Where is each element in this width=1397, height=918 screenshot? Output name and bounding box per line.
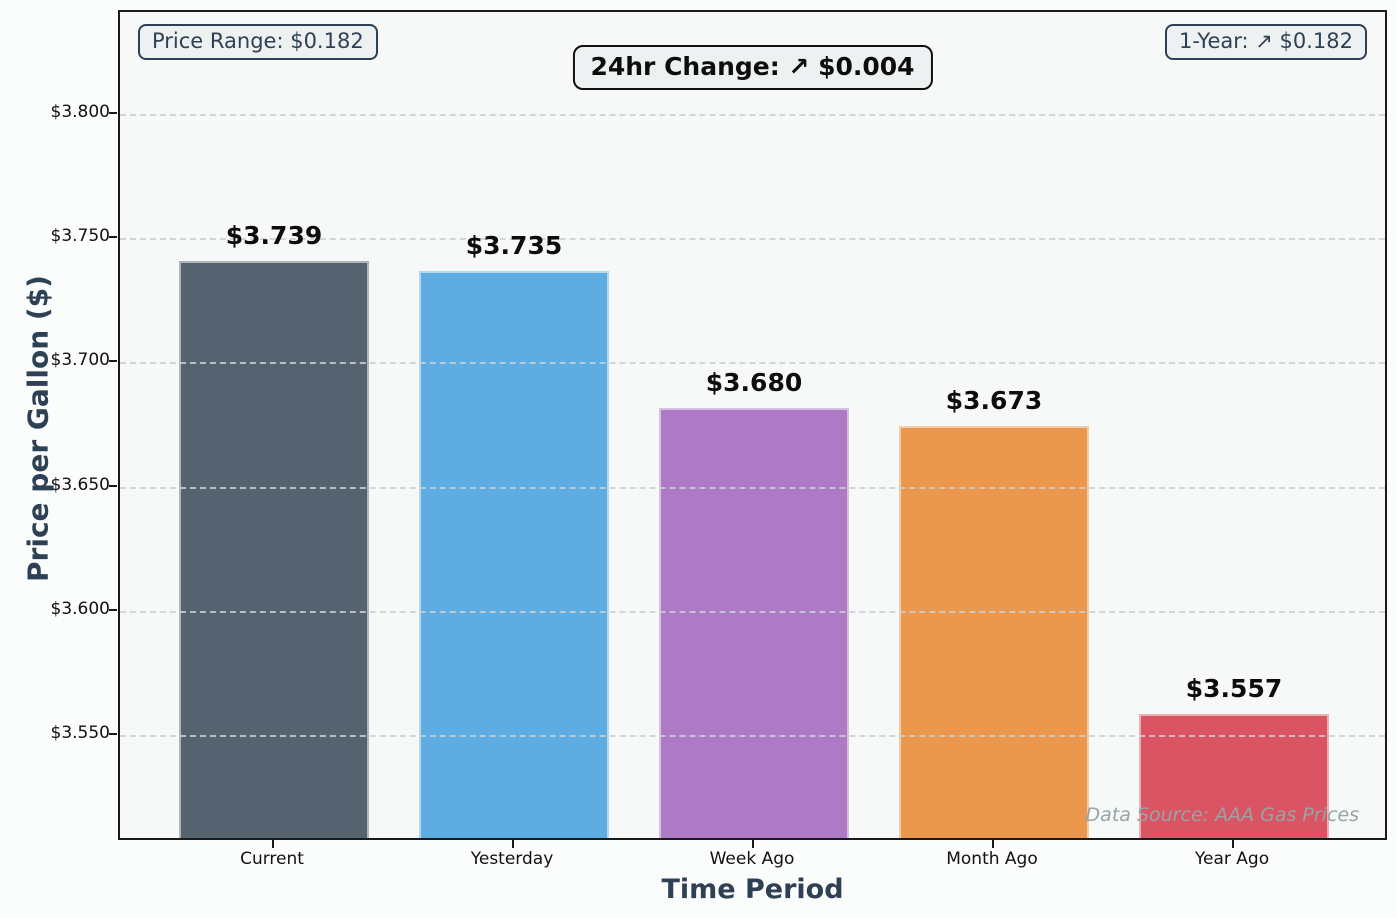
- bar-current: [179, 261, 369, 838]
- bar-year-ago: [1139, 713, 1329, 838]
- y-tick-label: $3.650: [50, 474, 110, 495]
- bar-value-label: $3.673: [945, 385, 1043, 415]
- x-tick-mark: [992, 840, 994, 848]
- x-tick-label: Yesterday: [470, 849, 554, 869]
- x-tick-label: Week Ago: [709, 849, 795, 869]
- x-axis-label: Time Period: [661, 874, 844, 905]
- bar-value-label: $3.739: [225, 221, 323, 251]
- gridline: [120, 735, 1385, 738]
- y-tick-label: $3.750: [50, 226, 110, 247]
- x-tick-mark: [512, 840, 514, 848]
- y-tick-label: $3.600: [50, 598, 110, 619]
- x-tick-mark: [752, 840, 754, 848]
- x-tick-mark: [1232, 840, 1234, 848]
- gridline: [120, 486, 1385, 489]
- y-tick-mark: [109, 111, 117, 114]
- x-tick-mark: [272, 840, 274, 848]
- gridline: [120, 362, 1385, 365]
- y-tick-mark: [109, 484, 117, 487]
- bar-week-ago: [659, 408, 849, 838]
- gridline: [120, 113, 1385, 116]
- x-tick-label: Year Ago: [1194, 849, 1270, 869]
- price-range-annotation: Price Range: $0.182: [138, 24, 378, 60]
- one-year-annotation: 1-Year: ↗ $0.182: [1164, 24, 1367, 60]
- y-tick-label: $3.800: [50, 101, 110, 122]
- y-tick-mark: [109, 236, 117, 239]
- y-tick-label: $3.550: [50, 723, 110, 744]
- data-source-note: Data Source: AAA Gas Prices: [1085, 804, 1359, 826]
- gridline: [120, 610, 1385, 613]
- y-tick-label: $3.700: [50, 350, 110, 371]
- y-tick-mark: [109, 360, 117, 363]
- chart-title: 24hr Change: ↗ $0.004: [572, 45, 933, 90]
- bar-value-label: $3.557: [1185, 673, 1283, 703]
- bar-month-ago: [899, 425, 1089, 838]
- plot-area: $3.739 $3.735 $3.680 $3.673 $3.557 Price Ran…: [118, 10, 1387, 840]
- y-axis-label: Price per Gallon ($): [21, 275, 55, 582]
- x-tick-label: Month Ago: [946, 849, 1038, 869]
- bar-value-label: $3.735: [465, 231, 563, 261]
- x-tick-label: Current: [240, 849, 304, 869]
- bar-value-label: $3.680: [705, 368, 803, 398]
- y-tick-mark: [109, 608, 117, 611]
- gridline: [120, 238, 1385, 241]
- bar-yesterday: [419, 271, 609, 838]
- y-tick-mark: [109, 733, 117, 736]
